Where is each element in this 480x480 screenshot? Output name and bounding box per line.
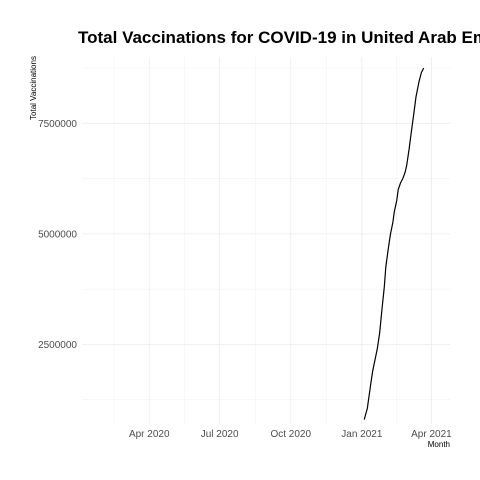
y-tick-label: 7500000: [38, 119, 77, 130]
y-tick-label: 5000000: [38, 229, 77, 240]
x-axis-title: Month: [428, 440, 450, 449]
x-tick-label: Jul 2020: [201, 429, 239, 440]
tick-labels: Apr 2020 Jul 2020 Oct 2020 Jan 2021 Apr 2021…: [38, 119, 452, 440]
y-tick-label: 2500000: [38, 340, 77, 351]
x-tick-label: Apr 2020: [129, 429, 170, 440]
series-layer: [363, 67, 425, 420]
x-tick-label: Oct 2020: [270, 429, 311, 440]
x-tick-label: Jan 2021: [341, 429, 383, 440]
chart-title: Total Vaccinations for COVID-19 in Unite…: [78, 28, 480, 47]
y-axis-title: Total Vaccinations: [29, 56, 38, 120]
series-line: [363, 67, 425, 420]
grid: [82, 57, 450, 424]
x-tick-label: Apr 2021: [411, 429, 452, 440]
